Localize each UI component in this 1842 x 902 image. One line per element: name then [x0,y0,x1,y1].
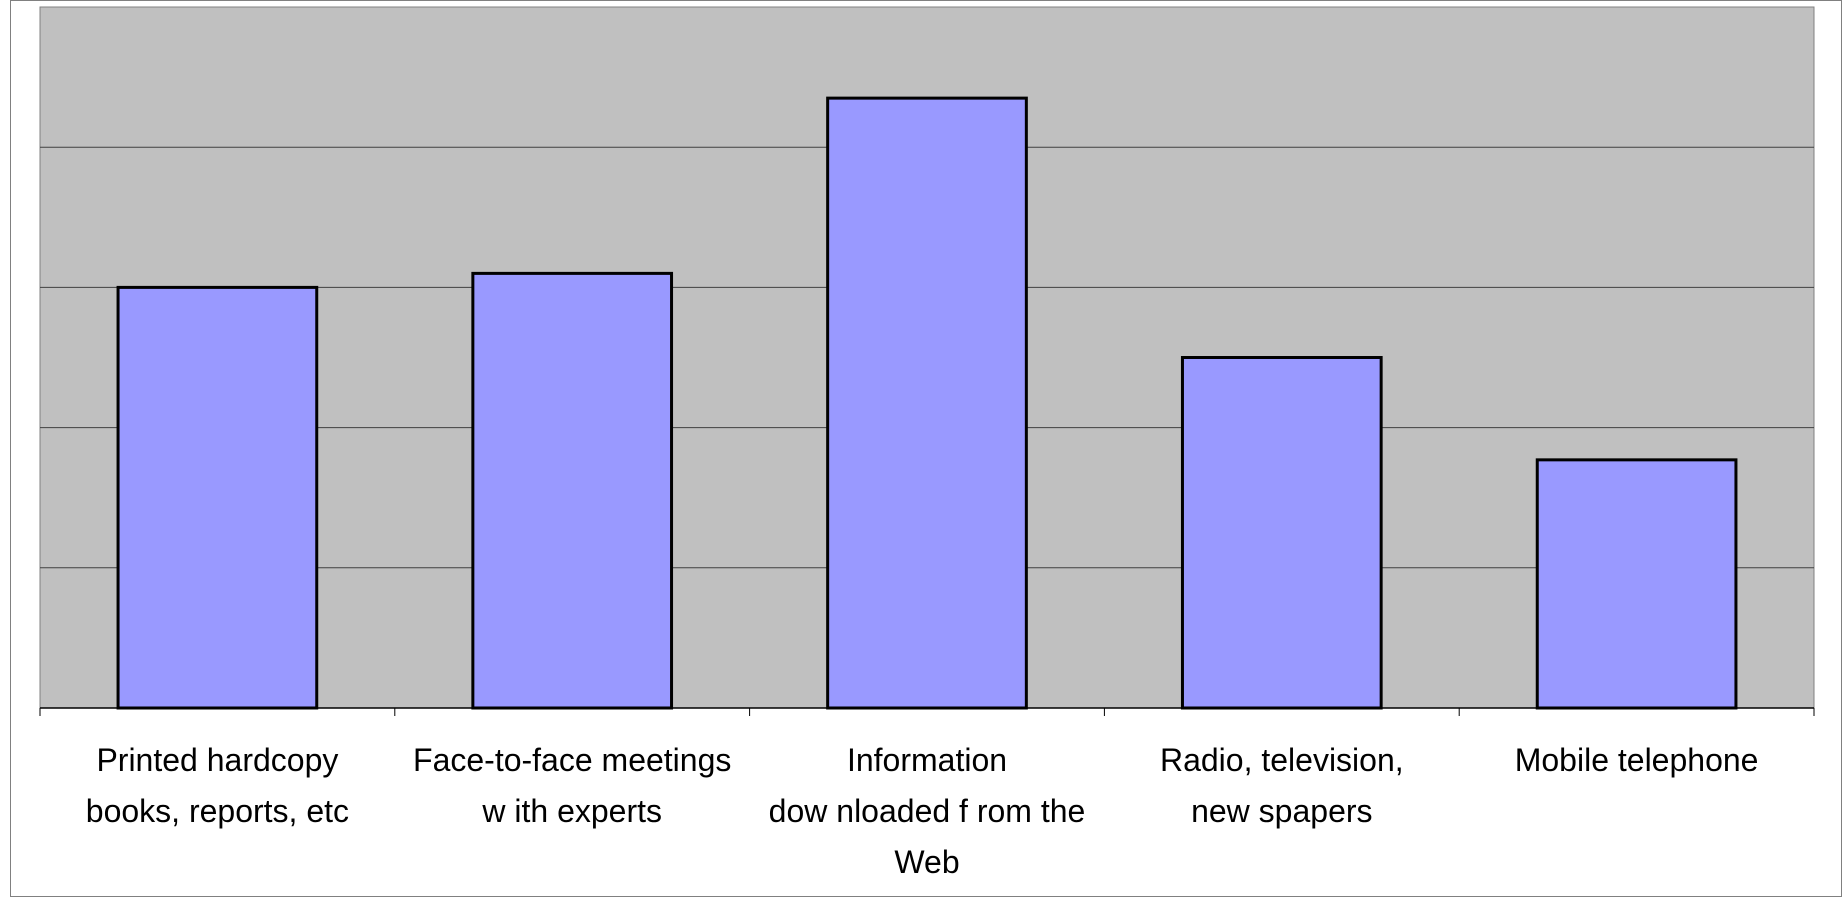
x-tick-label-1-line-1: Printed hardcopy [96,742,338,778]
x-axis-ticks [39,708,1815,716]
bar-5 [1535,458,1738,710]
x-tick-label-3-line-2: dow nloaded f rom the [769,793,1086,829]
x-tick-label-5: Mobile telephone [1515,742,1759,778]
x-tick-label-2-line-1: Face-to-face meetings [413,742,731,778]
x-tick-label-2-line-2: w ith experts [481,793,662,829]
x-tick-label-1: Printed hardcopy books, reports, etc [86,742,349,829]
bars [116,96,1738,710]
x-tick-label-3-line-3: Web [894,844,959,880]
x-tick-label-3: Information dow nloaded f rom the Web [769,742,1086,880]
x-tick-label-4-line-1: Radio, television, [1160,742,1404,778]
bar-1 [116,285,319,710]
x-tick-label-3-line-1: Information [847,742,1007,778]
x-tick-label-1-line-2: books, reports, etc [86,793,349,829]
bar-4 [1180,356,1383,710]
bar-2 [471,271,674,710]
bar-3 [826,96,1028,710]
x-tick-label-5-line-1: Mobile telephone [1515,742,1759,778]
x-tick-label-2: Face-to-face meetings w ith experts [413,742,731,829]
x-axis-labels: Printed hardcopy books, reports, etc Face-… [86,742,1759,880]
x-tick-label-4: Radio, television, new spapers [1160,742,1404,829]
x-tick-label-4-line-2: new spapers [1191,793,1372,829]
